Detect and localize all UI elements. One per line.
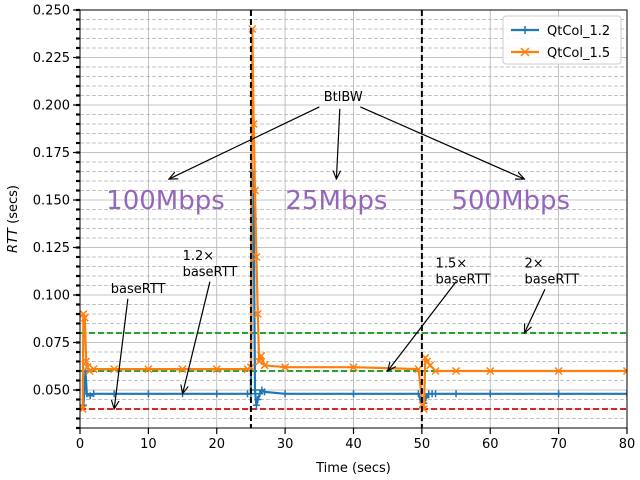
data-point [555,390,563,398]
data-point [452,366,461,376]
x-tick-label: 50 [414,437,431,452]
data-point [260,361,269,370]
x-tick-label: 80 [619,437,636,452]
data-point [281,390,289,398]
btlbw-arrow [169,106,320,179]
y-axis-label: RTT (secs) [6,185,21,253]
bandwidth-region-label: 500Mbps [451,186,570,216]
data-point [82,357,91,366]
y-tick-label: 0.175 [33,146,70,161]
data-point [414,365,423,374]
x-tick-label: 30 [277,437,294,452]
data-point [110,365,119,374]
y-tick-label: 0.050 [33,384,70,399]
y-tick-label: 0.200 [33,99,70,114]
data-point [350,390,357,398]
data-point [251,386,259,394]
data-point [254,396,262,403]
x-axis-label: Time (secs) [315,461,391,476]
bandwidth-region-label: 25Mbps [285,186,387,216]
data-point [144,390,152,398]
annotation-text: 2× [524,257,543,272]
y-axis-label-unit: (secs) [6,185,21,228]
data-point [431,366,440,376]
annotations: 100Mbps 25Mbps 500MbpsBtlBWbaseRTT1.2×base… [106,90,579,409]
data-point [261,388,269,396]
data-point [246,363,255,372]
annotation-text: baseRTT [183,265,238,280]
annotation-text: 1.2× [183,249,215,264]
y-tick-label: 0.075 [33,336,70,351]
data-point [622,366,627,376]
x-tick-label: 10 [140,437,157,452]
data-point [452,390,460,398]
annotation-text: baseRTT [436,273,491,288]
data-point [253,309,262,319]
y-tick-label: 0.100 [33,289,70,304]
data-point [90,390,98,398]
btlbw-arrow [336,108,339,179]
y-tick-label: 0.250 [33,4,70,19]
legend-marker [521,26,529,34]
data-point [423,357,432,366]
x-tick-label: 20 [208,437,225,452]
data-point [80,313,89,322]
btlbw-arrow [360,106,524,179]
x-tick-label: 70 [550,437,567,452]
data-point [349,363,358,372]
y-tick-label: 0.225 [33,51,70,66]
bandwidth-region-label: 100Mbps [106,186,225,216]
data-point [486,390,494,398]
annotation-text: baseRTT [524,273,579,288]
legend-label: QtCol_1.2 [547,24,610,39]
legend: QtCol_1.2 QtCol_1.5 [502,15,622,65]
annotation-text: baseRTT [111,282,166,297]
annotation-arrow [388,281,457,371]
data-point [144,365,153,374]
y-tick-label: 0.125 [33,241,70,256]
legend-label: QtCol_1.5 [547,46,610,61]
data-point [85,366,94,376]
annotation-arrow [183,281,211,394]
data-point [486,366,495,376]
data-point [255,357,264,366]
data-point [257,351,266,360]
data-point [251,186,260,195]
data-point [432,390,440,398]
annotation-text: 1.5× [436,257,468,272]
y-tick-label: 0.150 [33,194,70,209]
axes: 0.050 0.075 0.100 0.125 0.150 0.175 0.200 0.225… [6,4,635,477]
data-point [252,252,261,262]
data-point [256,390,264,398]
y-axis-label-quantity: RTT [6,227,21,253]
legend-marker [520,47,530,57]
data-point [623,390,627,398]
data-point [554,366,563,376]
data-point [281,363,290,372]
data-point [212,365,221,374]
grid [79,9,628,429]
data-point [252,401,260,409]
data-point [421,353,430,362]
x-tick-label: 0 [76,437,84,452]
data-point [178,365,187,374]
btlbw-label: BtlBW [324,90,363,105]
x-tick-label: 40 [345,437,362,452]
data-point [213,390,221,398]
annotation-arrow [524,289,546,333]
series-lines [80,10,627,428]
x-tick-label: 60 [482,437,499,452]
data-point [83,363,92,372]
data-point [89,365,98,374]
annotation-arrow [114,298,129,409]
